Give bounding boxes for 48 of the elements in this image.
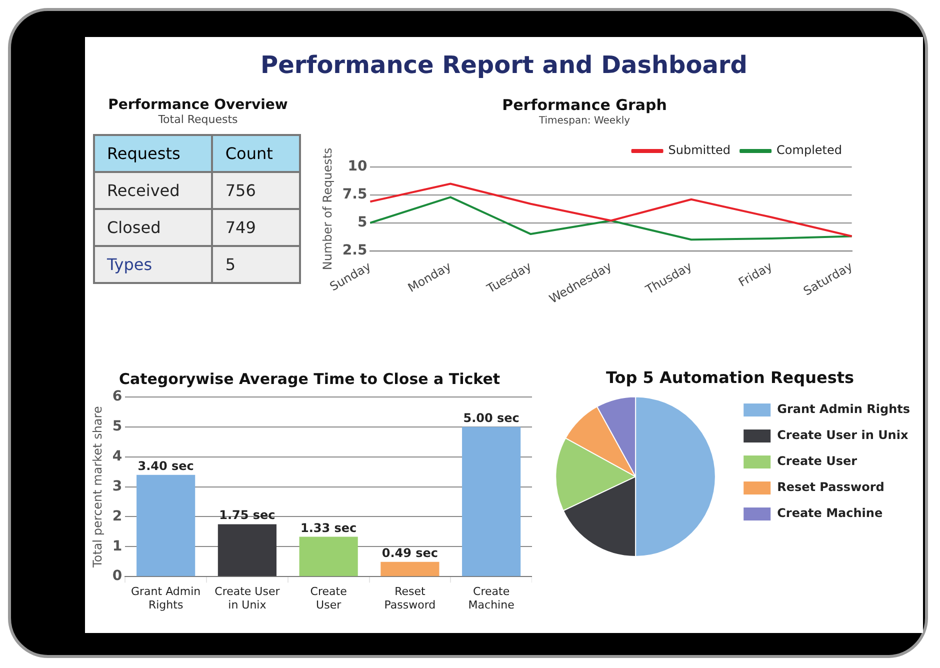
- text: Requests: [94, 135, 212, 172]
- y-axis-title: Number of Requests: [320, 148, 334, 270]
- x-tick-label: Create User in Unix: [214, 585, 280, 612]
- data-label: 5.00 sec: [463, 410, 520, 425]
- bar: [299, 536, 358, 576]
- data-label: 3.40 sec: [138, 458, 194, 473]
- legend-label: Submitted: [668, 143, 731, 158]
- data-label: 756: [212, 172, 300, 209]
- y-tick-label: 6: [112, 388, 122, 405]
- bar: [462, 426, 521, 576]
- bar: [380, 562, 440, 576]
- text: Count: [212, 135, 300, 172]
- text: Total Requests: [157, 113, 239, 126]
- y-tick-label: 7.5: [342, 186, 368, 203]
- legend-label: Create User in Unix: [777, 428, 908, 442]
- y-tick-label: 2: [112, 508, 122, 524]
- y-tick-label: 1: [112, 538, 122, 554]
- bar: [218, 524, 276, 576]
- data-label: 5: [212, 246, 300, 283]
- text: Performance Report and Dashboard: [260, 51, 748, 79]
- chart-title: Categorywise Average Time to Close a Ticket: [118, 370, 500, 388]
- x-tick-label: Reset Password: [384, 585, 436, 612]
- y-tick-label: 0: [112, 568, 122, 584]
- bar: [136, 474, 196, 576]
- y-axis-title: Total percent market share: [90, 406, 104, 568]
- legend-label: Grant Admin Rights: [777, 402, 910, 416]
- data-label: 1.33 sec: [300, 520, 357, 535]
- data-label: 0.49 sec: [382, 546, 438, 560]
- category-label: Received: [94, 172, 212, 209]
- y-tick-label: 10: [348, 158, 368, 175]
- y-tick-label: 4: [112, 448, 122, 465]
- y-tick-label: 2.5: [342, 242, 368, 258]
- x-tick-label: Create User: [310, 585, 348, 612]
- y-tick-label: 5: [112, 418, 122, 435]
- legend-label: Create User: [777, 454, 858, 468]
- chart-title: Performance Graph: [502, 96, 667, 114]
- data-label: 1.75 sec: [219, 508, 276, 522]
- data-label: 749: [212, 209, 300, 246]
- y-tick-label: 5: [357, 214, 368, 230]
- y-tick-label: 3: [112, 478, 122, 494]
- category-label: Closed: [94, 209, 212, 246]
- text: Performance Overview: [107, 97, 289, 113]
- legend-label: Reset Password: [777, 480, 884, 494]
- category-label: Types: [94, 246, 212, 283]
- x-tick-label: Create Machine: [468, 585, 515, 612]
- x-tick-label: Grant Admin Rights: [131, 585, 201, 612]
- chart-title: Top 5 Automation Requests: [606, 368, 854, 387]
- legend-label: Completed: [776, 143, 842, 158]
